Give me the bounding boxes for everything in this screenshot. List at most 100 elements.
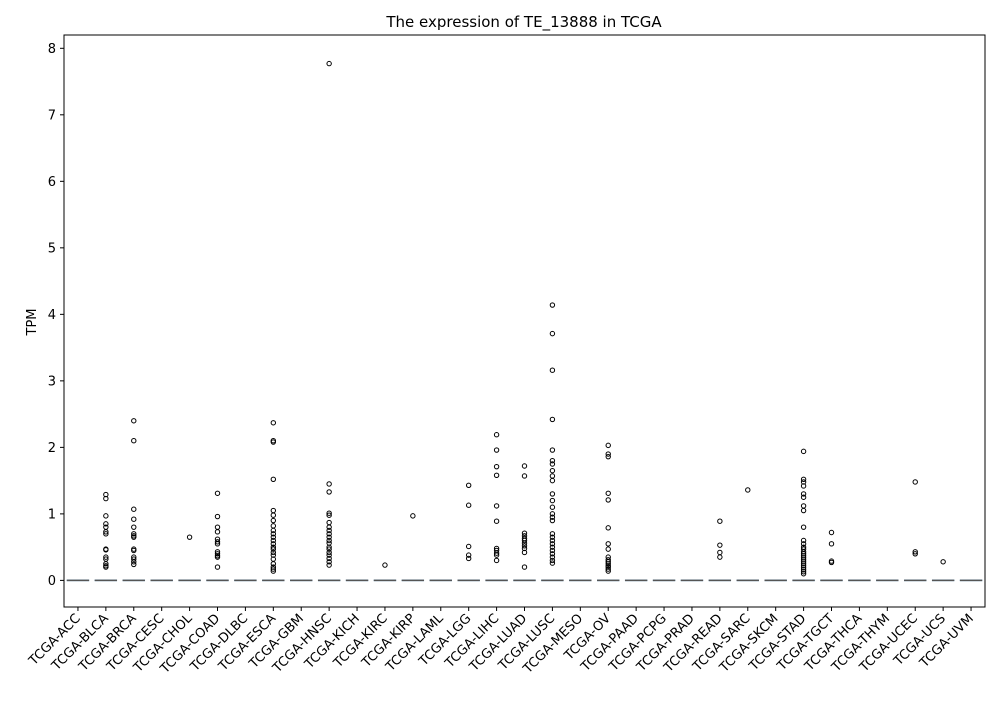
outlier-point bbox=[912, 549, 918, 555]
outlier-point bbox=[326, 559, 332, 565]
outlier-point bbox=[605, 490, 611, 496]
outlier-point bbox=[549, 447, 556, 453]
outlier-point bbox=[717, 542, 723, 548]
outlier-point bbox=[800, 569, 807, 575]
plot-area-frame bbox=[63, 34, 986, 608]
outlier-point bbox=[131, 561, 137, 568]
outlier-point bbox=[270, 439, 277, 445]
outlier-point bbox=[493, 552, 500, 558]
outlier-point bbox=[326, 519, 332, 526]
outlier-point bbox=[326, 544, 332, 550]
outlier-point bbox=[326, 546, 332, 552]
outlier-point bbox=[270, 546, 277, 552]
outlier-point bbox=[493, 472, 500, 479]
outlier-point bbox=[326, 510, 332, 516]
outlier-point bbox=[800, 483, 807, 489]
outlier-point bbox=[549, 467, 556, 474]
outlier-point bbox=[605, 561, 611, 567]
outlier-point bbox=[549, 557, 556, 564]
outlier-point bbox=[103, 529, 109, 535]
outlier-point bbox=[326, 531, 332, 537]
outlier-point bbox=[214, 564, 221, 570]
y-tick-label: 5 bbox=[48, 241, 56, 256]
outlier-point bbox=[549, 367, 556, 373]
outlier-point bbox=[549, 461, 556, 467]
outlier-point bbox=[549, 497, 556, 504]
outlier-point bbox=[493, 463, 500, 470]
outlier-point bbox=[493, 557, 500, 564]
outlier-point bbox=[605, 568, 611, 574]
outlier-point bbox=[270, 507, 277, 514]
outlier-point bbox=[521, 543, 528, 549]
outlier-point bbox=[270, 420, 277, 426]
outlier-point bbox=[326, 60, 332, 67]
outlier-point bbox=[214, 541, 221, 547]
outlier-point bbox=[493, 518, 500, 524]
outlier-point bbox=[131, 524, 137, 530]
y-tick-label: 8 bbox=[48, 42, 56, 57]
outlier-point bbox=[800, 503, 807, 509]
outlier-point bbox=[800, 448, 807, 455]
outlier-point bbox=[800, 524, 807, 530]
outlier-point bbox=[521, 463, 528, 469]
outlier-point bbox=[214, 551, 221, 557]
outlier-point bbox=[214, 490, 221, 496]
outlier-point bbox=[326, 481, 332, 487]
outlier-point bbox=[717, 549, 723, 556]
outlier-point bbox=[410, 513, 416, 519]
outlier-point bbox=[493, 550, 500, 556]
outlier-point bbox=[800, 541, 807, 547]
outlier-point bbox=[326, 534, 332, 540]
outlier-point bbox=[521, 530, 528, 536]
outlier-point bbox=[605, 525, 611, 531]
outlier-point bbox=[800, 494, 807, 500]
outlier-point bbox=[326, 552, 332, 558]
outlier-point bbox=[549, 302, 556, 308]
y-tick-label: 6 bbox=[48, 175, 56, 190]
outlier-point bbox=[465, 552, 472, 558]
outlier-point bbox=[326, 537, 332, 544]
outlier-point bbox=[549, 551, 556, 557]
outlier-point bbox=[270, 476, 277, 482]
outlier-point bbox=[912, 479, 918, 485]
outlier-point bbox=[549, 541, 556, 547]
outlier-point bbox=[270, 517, 277, 524]
outlier-point bbox=[131, 516, 137, 522]
outlier-point bbox=[800, 507, 807, 514]
chart-title: The expression of TE_13888 in TCGA bbox=[385, 13, 662, 32]
outlier-point bbox=[605, 546, 611, 552]
outlier-point bbox=[493, 432, 500, 438]
outlier-point bbox=[549, 534, 556, 540]
outlier-point bbox=[214, 529, 221, 535]
outlier-point bbox=[270, 523, 277, 529]
outlier-point bbox=[549, 531, 556, 537]
outlier-point bbox=[521, 537, 528, 544]
outlier-point bbox=[800, 476, 807, 482]
outlier-point bbox=[326, 489, 332, 495]
outlier-point bbox=[549, 511, 556, 517]
outlier-point bbox=[549, 514, 556, 520]
outlier-point bbox=[326, 512, 332, 518]
outlier-point bbox=[828, 529, 835, 536]
outlier-point bbox=[940, 559, 946, 565]
y-axis-label: TPM bbox=[25, 309, 40, 337]
outlier-point bbox=[605, 453, 611, 460]
outlier-point bbox=[131, 534, 137, 540]
outlier-point bbox=[382, 562, 388, 568]
outlier-point bbox=[605, 497, 611, 503]
outlier-point bbox=[131, 506, 137, 512]
outlier-point bbox=[186, 534, 193, 540]
outlier-point bbox=[549, 477, 556, 484]
outlier-point bbox=[605, 442, 611, 449]
outlier-point bbox=[103, 564, 109, 570]
outlier-point bbox=[131, 531, 137, 537]
outlier-point bbox=[521, 564, 528, 570]
outlier-point bbox=[326, 527, 332, 534]
outlier-point bbox=[465, 482, 472, 488]
outlier-point bbox=[605, 541, 611, 547]
outlier-point bbox=[270, 544, 277, 550]
outlier-point bbox=[131, 556, 137, 562]
outlier-point bbox=[828, 559, 835, 566]
outlier-point bbox=[270, 531, 277, 537]
